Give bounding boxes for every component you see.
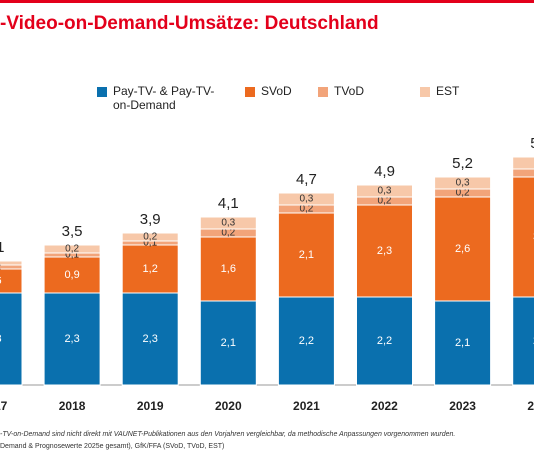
bar-segment xyxy=(199,300,257,386)
total-label: 5,7 xyxy=(530,135,534,152)
x-tick-label: 2023 xyxy=(449,399,476,413)
bar-segment xyxy=(277,296,335,386)
bar-segment xyxy=(512,296,534,386)
legend-swatch xyxy=(420,87,430,97)
bar-segment xyxy=(0,292,23,386)
total-label: 3,5 xyxy=(62,223,83,240)
value-label: 0,1 xyxy=(0,258,1,269)
total-label: 3,1 xyxy=(0,239,4,256)
bar-segment xyxy=(43,256,101,294)
bar-segment xyxy=(512,176,534,298)
value-label: 0,3 xyxy=(299,194,313,205)
bar-segment xyxy=(277,192,335,206)
bar-segment xyxy=(356,204,413,298)
bar-segment xyxy=(512,156,534,170)
x-tick-label: 2019 xyxy=(137,399,164,413)
value-label: 2,3 xyxy=(143,333,158,345)
value-label: 2,1 xyxy=(455,337,470,349)
value-label: 2,3 xyxy=(377,245,392,257)
value-label: 1,6 xyxy=(221,263,236,275)
legend-item: TVoD xyxy=(318,84,364,98)
bar-segment xyxy=(43,244,101,254)
bar-segment xyxy=(356,184,413,198)
legend-swatch xyxy=(245,87,255,97)
value-label: 0,3 xyxy=(456,178,470,189)
legend-label: EST xyxy=(436,84,460,98)
value-label: 2,3 xyxy=(64,333,79,345)
legend-label: Pay-TV- & Pay-TV-on-Demand xyxy=(113,84,215,112)
x-tick-label: 2017 xyxy=(0,399,8,413)
value-label: 0,2 xyxy=(143,232,157,243)
value-label: 2,2 xyxy=(377,335,392,347)
value-label: 0,2 xyxy=(378,196,392,207)
chart-title: -Video-on-Demand-Umsätze: Deutschland xyxy=(0,13,379,34)
value-label: 2,2 xyxy=(299,335,314,347)
value-label: 0,1 xyxy=(65,250,79,261)
value-label: 0,9 xyxy=(64,269,79,281)
top-rule xyxy=(0,0,534,3)
value-label: 2,3 xyxy=(0,333,2,345)
value-label: 1,2 xyxy=(143,263,158,275)
x-tick-label: 2024 xyxy=(527,399,534,413)
total-label: 4,7 xyxy=(296,171,317,188)
total-label: 4,9 xyxy=(374,163,395,180)
total-label: 4,1 xyxy=(218,195,239,212)
x-tick-label: 2018 xyxy=(59,399,86,413)
value-label: 0,2 xyxy=(65,244,79,255)
legend-swatch xyxy=(97,87,107,97)
value-label: 0,3 xyxy=(378,186,392,197)
bar-segment xyxy=(121,232,179,242)
value-label: 2,1 xyxy=(299,249,314,261)
x-tick-label: 2022 xyxy=(371,399,398,413)
bar-segment xyxy=(434,196,492,302)
legend-label: TVoD xyxy=(334,84,365,98)
bar-segment xyxy=(0,268,23,294)
value-label: 0,6 xyxy=(0,275,2,287)
legend-item: Pay-TV- & Pay-TV-on-Demand xyxy=(97,84,223,112)
footnote: Demand & Prognosewerte 2025e gesamt), Gf… xyxy=(0,443,224,450)
bar-segment xyxy=(0,264,23,270)
value-label: 0,1 xyxy=(0,262,1,273)
legend-item: EST xyxy=(420,84,459,98)
bar-segment xyxy=(356,296,413,386)
value-label: 0,2 xyxy=(456,188,470,199)
bar-segment xyxy=(121,244,179,294)
x-tick-label: 2021 xyxy=(293,399,320,413)
value-label: 2,1 xyxy=(221,337,236,349)
bar-segment xyxy=(0,260,23,266)
footnote: -TV-on-Demand sind nicht direkt mit VAUN… xyxy=(0,431,455,438)
bar-segment xyxy=(199,216,257,230)
value-label: 2,6 xyxy=(455,243,470,255)
bar-segment xyxy=(199,236,257,302)
value-label: 0,2 xyxy=(299,204,313,215)
legend-swatch xyxy=(318,87,328,97)
bar-segment xyxy=(434,176,492,190)
total-label: 5,2 xyxy=(452,155,473,172)
bar-segment xyxy=(43,292,101,386)
total-label: 3,9 xyxy=(140,211,161,228)
legend-label: SVoD xyxy=(261,84,292,98)
x-tick-label: 2020 xyxy=(215,399,242,413)
value-label: 0,2 xyxy=(221,228,235,239)
bar-segment xyxy=(121,292,179,386)
bar-segment xyxy=(277,212,335,298)
value-label: 0,1 xyxy=(143,238,157,249)
bar-segment xyxy=(512,168,534,178)
value-label: 0,3 xyxy=(221,218,235,229)
legend-item: SVoD xyxy=(245,84,292,98)
